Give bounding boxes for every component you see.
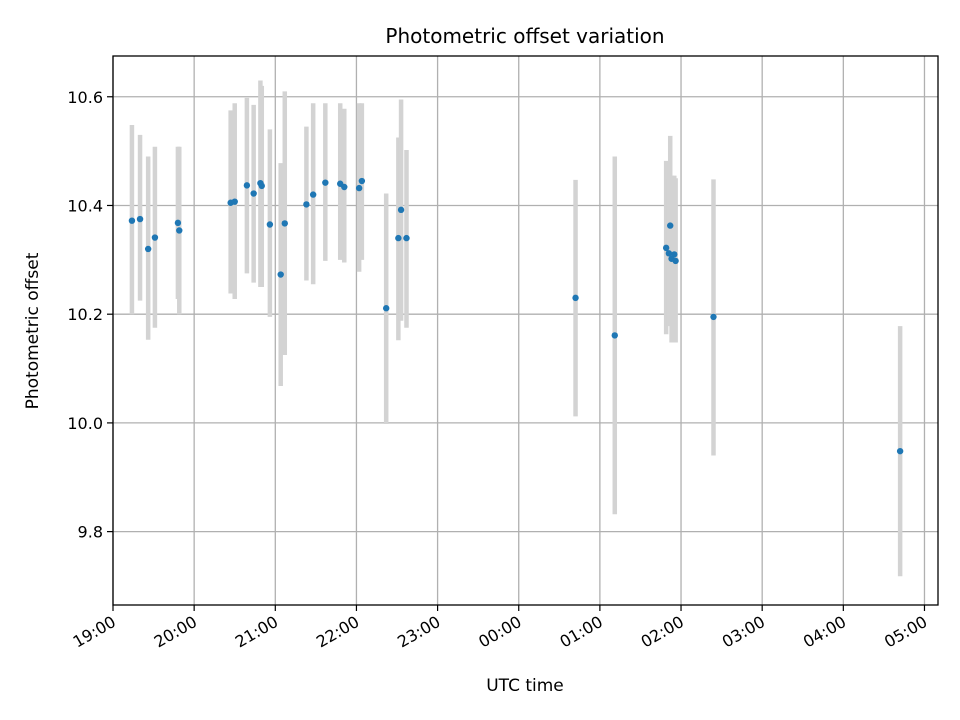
x-tick-label: 01:00 — [556, 612, 605, 652]
data-point — [341, 183, 348, 191]
y-tick-label: 10.6 — [67, 88, 103, 107]
chart-title: Photometric offset variation — [385, 24, 664, 48]
x-tick-label: 05:00 — [881, 612, 930, 652]
data-point — [266, 221, 274, 228]
x-tick-label: 21:00 — [232, 612, 281, 652]
data-point — [322, 179, 329, 186]
data-point — [572, 294, 579, 302]
y-axis: 9.8 10.0 10.2 10.4 10.6 — [67, 88, 113, 542]
data-point — [136, 215, 144, 223]
data-point — [397, 206, 405, 214]
data-point — [231, 198, 238, 205]
data-point — [277, 271, 284, 278]
data-point — [281, 220, 288, 227]
x-axis: 19:00 20:00 21:00 22:00 23:00 00:00 01:00 02:00… — [70, 605, 930, 652]
data-point — [395, 234, 402, 242]
data-point — [671, 251, 678, 258]
data-point — [151, 234, 159, 241]
data-point — [128, 217, 136, 224]
x-axis-label: UTC time — [486, 676, 564, 696]
grid — [112, 56, 938, 605]
data-point — [667, 222, 674, 229]
data-point — [258, 182, 265, 190]
data-point — [309, 191, 317, 198]
data-point — [382, 305, 390, 312]
y-tick-label: 9.8 — [78, 523, 103, 542]
x-tick-label: 19:00 — [70, 612, 119, 652]
data-point — [176, 227, 183, 234]
error-bars — [129, 80, 903, 577]
data-point — [662, 244, 670, 252]
data-point — [896, 447, 904, 455]
y-tick-label: 10.2 — [67, 305, 103, 324]
y-axis-label: Photometric offset — [23, 252, 43, 409]
x-tick-label: 02:00 — [638, 612, 687, 652]
x-tick-label: 23:00 — [394, 612, 443, 652]
data-point — [611, 332, 618, 339]
plot-frame — [112, 55, 939, 606]
data-point — [710, 313, 717, 321]
x-tick-label: 04:00 — [800, 612, 849, 652]
data-point — [243, 182, 251, 189]
x-tick-label: 00:00 — [475, 612, 524, 652]
data-point — [144, 245, 152, 253]
data-point — [665, 250, 673, 257]
x-tick-label: 20:00 — [151, 612, 200, 652]
data-points — [128, 177, 904, 455]
x-tick-label: 03:00 — [719, 612, 768, 652]
y-tick-label: 10.4 — [67, 196, 103, 215]
y-tick-label: 10.0 — [67, 414, 103, 433]
data-point — [303, 201, 310, 208]
data-point — [174, 219, 182, 227]
data-point — [403, 234, 410, 242]
data-point — [358, 177, 366, 185]
data-point — [250, 190, 257, 197]
data-point — [355, 184, 363, 192]
x-tick-label: 22:00 — [313, 612, 362, 652]
data-point — [672, 257, 679, 265]
